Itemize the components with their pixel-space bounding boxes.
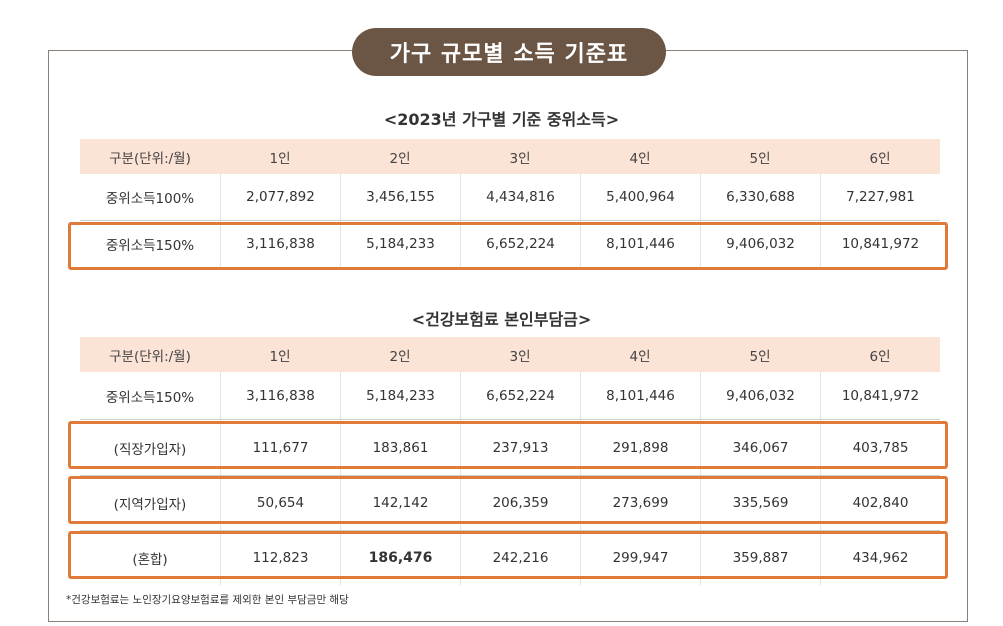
table-cell: 403,785 [820, 420, 940, 475]
insurance-table: 구분(단위:/월) 1인 2인 3인 4인 5인 6인 중위소득150% 3,1… [80, 337, 940, 585]
table-cell: 142,142 [340, 476, 460, 530]
table-cell: 10,841,972 [820, 372, 940, 419]
table-row: (혼합) 112,823 186,476 242,216 299,947 359… [80, 531, 940, 585]
table-cell: 112,823 [220, 531, 340, 585]
table-cell: 273,699 [580, 476, 700, 530]
row-label: 중위소득100% [105, 191, 195, 207]
header-cell: 1인 [269, 348, 291, 365]
table-cell: 5,184,233 [340, 372, 460, 419]
table-cell: 4,434,816 [460, 174, 580, 220]
row-label: 중위소득150% [105, 389, 195, 406]
page-title: 가구 규모별 소득 기준표 [352, 28, 666, 76]
table-cell: 402,840 [820, 476, 940, 530]
table-cell: 5,400,964 [580, 174, 700, 220]
table-header-row: 구분(단위:/월) 1인 2인 3인 4인 5인 6인 [80, 139, 940, 174]
median-table-title: <2023년 가구별 기준 중위소득> [383, 110, 620, 129]
table-cell: 206,359 [460, 476, 580, 530]
table-cell: 359,887 [700, 531, 820, 585]
header-cell: 구분(단위:/월) [109, 150, 191, 167]
table-cell: 6,652,224 [460, 221, 580, 267]
table-cell: 6,652,224 [460, 372, 580, 419]
table-cell: 3,456,155 [340, 174, 460, 220]
table-cell: 9,406,032 [700, 221, 820, 267]
table-cell: 3,116,838 [220, 221, 340, 267]
table-cell: 3,116,838 [220, 372, 340, 419]
header-cell: 6인 [869, 150, 891, 167]
table-cell: 50,654 [220, 476, 340, 530]
row-label: (혼합) [132, 552, 168, 568]
table-cell: 7,227,981 [820, 174, 940, 220]
table-cell: 186,476 [340, 531, 460, 585]
table-cell: 434,962 [820, 531, 940, 585]
table-row: 중위소득100% 2,077,892 3,456,155 4,434,816 5… [80, 174, 940, 221]
table-cell: 5,184,233 [340, 221, 460, 267]
header-cell: 4인 [629, 348, 651, 365]
table-row: (직장가입자) 111,677 183,861 237,913 291,898 … [80, 420, 940, 476]
table-cell: 237,913 [460, 420, 580, 475]
table-cell: 111,677 [220, 420, 340, 475]
header-cell: 2인 [389, 150, 411, 167]
row-label: 중위소득150% [105, 238, 195, 254]
table-cell: 6,330,688 [700, 174, 820, 220]
table-header-row: 구분(단위:/월) 1인 2인 3인 4인 5인 6인 [80, 337, 940, 372]
header-cell: 6인 [869, 348, 891, 365]
header-cell: 구분(단위:/월) [109, 348, 191, 365]
header-cell: 5인 [749, 348, 771, 365]
row-label: (지역가입자) [113, 497, 187, 513]
table-cell: 291,898 [580, 420, 700, 475]
header-cell: 3인 [509, 150, 531, 167]
table-cell: 10,841,972 [820, 221, 940, 267]
header-cell: 4인 [629, 150, 651, 167]
insurance-table-title: <건강보험료 본인부담금> [411, 310, 592, 329]
table-row: (지역가입자) 50,654 142,142 206,359 273,699 3… [80, 476, 940, 531]
table-cell: 183,861 [340, 420, 460, 475]
table-row: 중위소득150% 3,116,838 5,184,233 6,652,224 8… [80, 221, 940, 267]
table-cell: 9,406,032 [700, 372, 820, 419]
row-label: (직장가입자) [113, 441, 187, 458]
table-cell: 8,101,446 [580, 372, 700, 419]
footnote: *건강보험료는 노인장기요양보험료를 제외한 본인 부담금만 해당 [66, 594, 349, 606]
header-cell: 3인 [509, 348, 531, 365]
header-cell: 2인 [389, 348, 411, 365]
header-cell: 5인 [749, 150, 771, 167]
table-cell: 346,067 [700, 420, 820, 475]
header-cell: 1인 [269, 150, 291, 167]
table-cell: 335,569 [700, 476, 820, 530]
table-row: 중위소득150% 3,116,838 5,184,233 6,652,224 8… [80, 372, 940, 420]
table-cell: 8,101,446 [580, 221, 700, 267]
table-cell: 242,216 [460, 531, 580, 585]
table-cell: 2,077,892 [220, 174, 340, 220]
median-income-table: 구분(단위:/월) 1인 2인 3인 4인 5인 6인 중위소득100% 2,0… [80, 139, 940, 267]
table-cell: 299,947 [580, 531, 700, 585]
